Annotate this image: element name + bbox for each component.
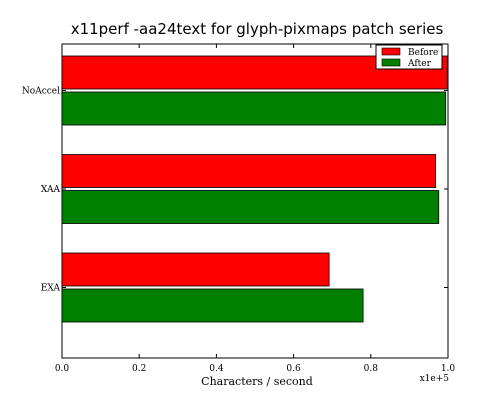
legend-label-before: Before <box>408 48 438 58</box>
bar-xaa-before <box>61 154 437 188</box>
x-axis-scale-label: x1e+5 <box>420 374 450 384</box>
y-tick-label-xaa: XAA <box>41 185 61 195</box>
x-tick-label: 1.0 <box>441 364 456 374</box>
y-axis: NoAccel XAA EXA <box>22 87 448 294</box>
y-tick-label-noaccel: NoAccel <box>22 87 60 97</box>
x-tick-label: 0.2 <box>132 364 146 374</box>
x-tick-label: 0.4 <box>209 364 224 374</box>
y-tick-label-exa: EXA <box>41 284 61 294</box>
bar-noaccel-after <box>61 91 447 126</box>
x-tick-label: 0.6 <box>286 364 301 374</box>
bars-group <box>61 55 448 323</box>
legend: Before After <box>375 44 443 70</box>
x-tick-label: 0.0 <box>55 364 70 374</box>
legend-swatch-before <box>381 47 401 56</box>
bar-exa-after <box>61 288 364 323</box>
chart-title: x11perf -aa24text for glyph-pixmaps patc… <box>71 20 444 38</box>
x-axis-label: Characters / second <box>201 375 313 388</box>
legend-label-after: After <box>407 59 432 69</box>
x-axis: 0.0 0.2 0.4 0.6 0.8 1.0 <box>55 44 456 374</box>
x-tick-label: 0.8 <box>364 364 379 374</box>
bar-xaa-after <box>61 190 440 224</box>
bar-exa-before <box>61 252 330 287</box>
legend-swatch-after <box>381 58 401 67</box>
